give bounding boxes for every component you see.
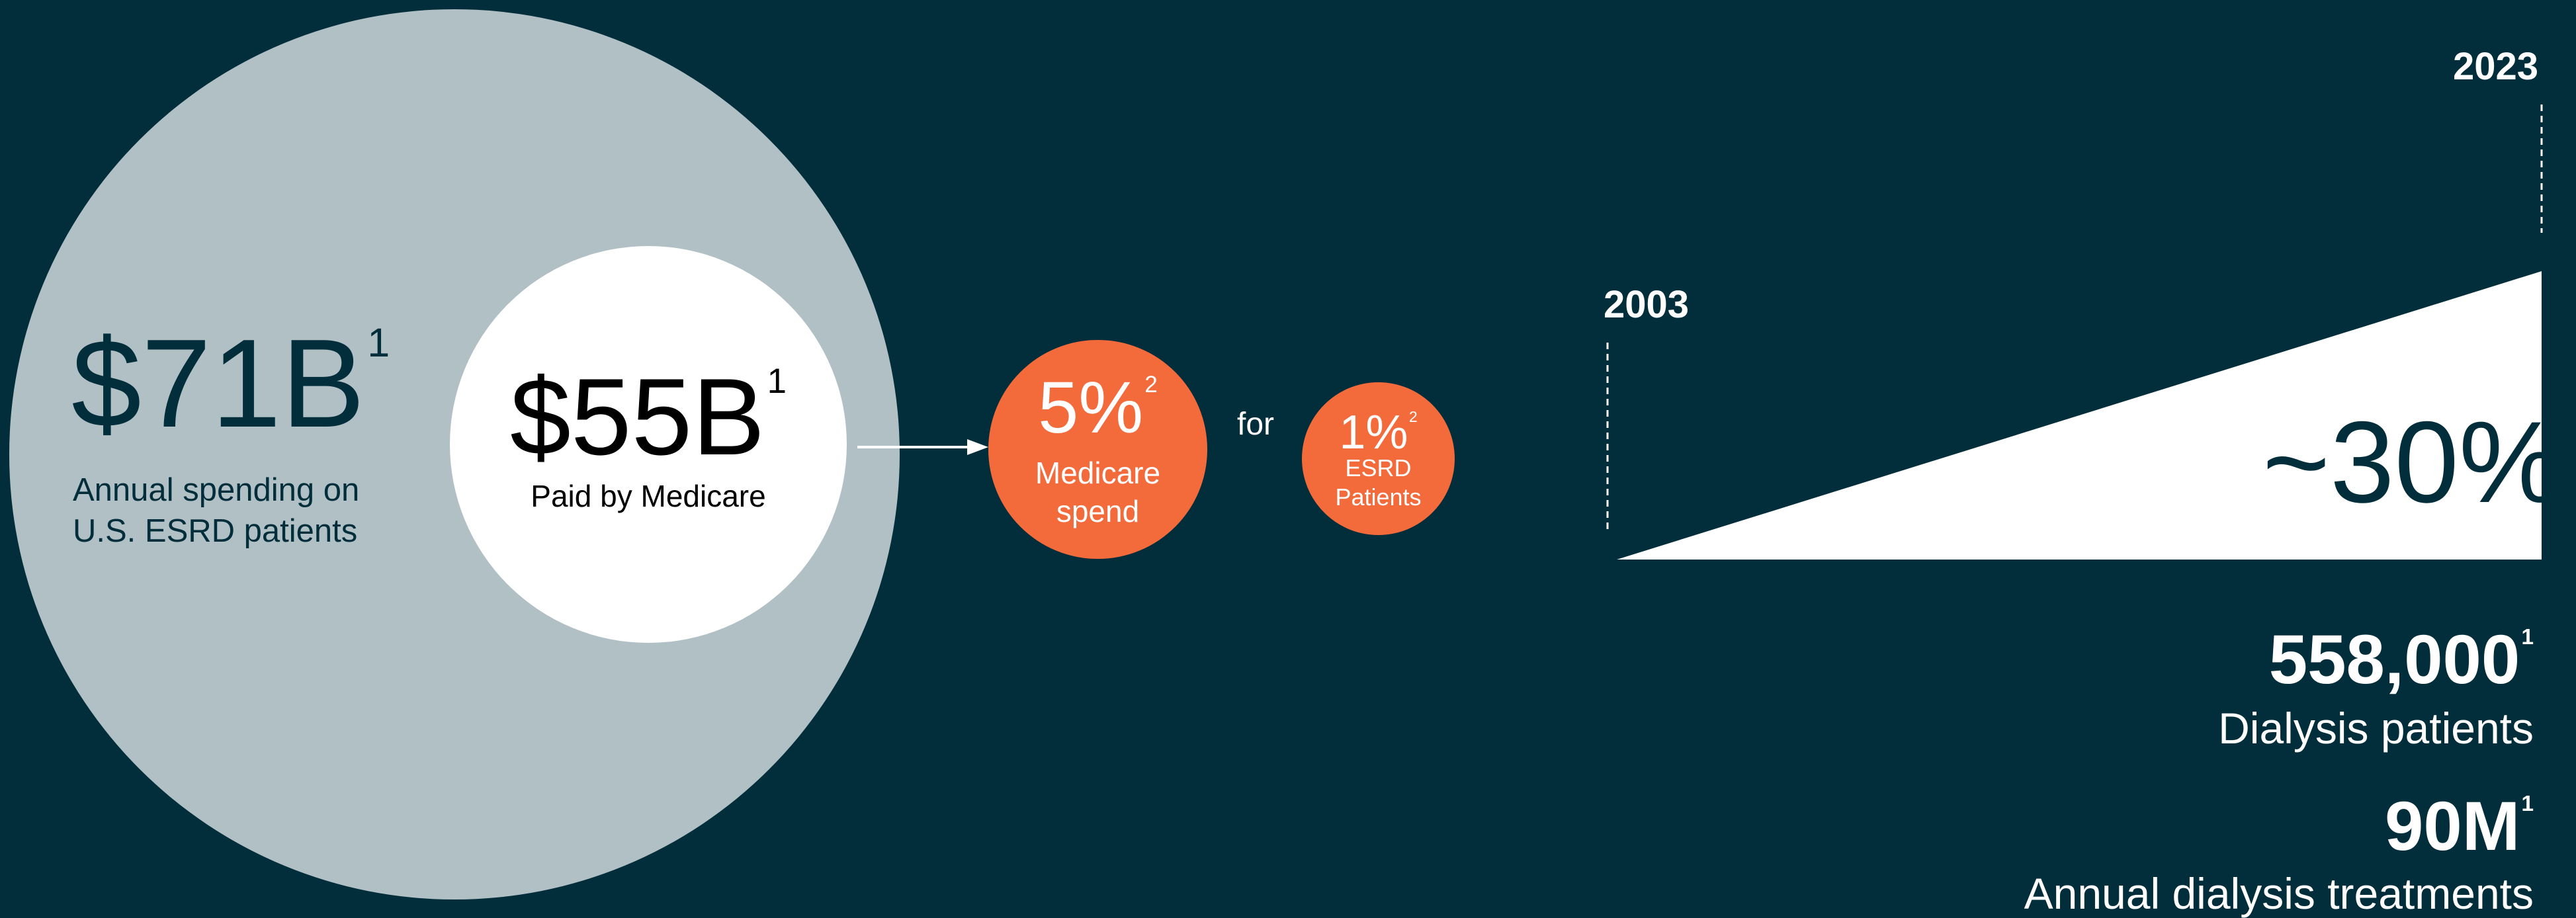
medicare-spend-caption-line1: Medicare: [1035, 456, 1161, 490]
dialysis-treatments-label: Annual dialysis treatments: [2024, 869, 2534, 918]
dialysis-treatments-amount: 90M: [2385, 788, 2520, 865]
medicare-spending-footnote: 1: [767, 361, 787, 401]
esrd-patient-share-footnote: 2: [1408, 408, 1418, 426]
esrd-patient-share-amount: 1%: [1339, 406, 1408, 459]
medicare-spend-share-value: 5%2: [988, 372, 1207, 444]
medicare-spending-value: $55B1: [450, 362, 847, 472]
dialysis-treatments-footnote: 1: [2521, 791, 2534, 816]
medicare-spend-share-amount: 5%: [1038, 367, 1144, 448]
esrd-patient-share-caption: ESRD Patients: [1302, 454, 1455, 512]
start-year-label: 2003: [1604, 283, 1690, 326]
dialysis-patients-amount: 558,000: [2268, 621, 2520, 698]
growth-percentage: ~30%1: [2262, 405, 2576, 521]
dialysis-patients-label: Dialysis patients: [2218, 704, 2534, 753]
growth-percentage-amount: ~30%: [2262, 398, 2562, 527]
total-spending-amount: $71B: [71, 313, 365, 454]
total-spending-value: $71B1: [71, 321, 390, 446]
end-year-label: 2023: [2453, 45, 2539, 88]
esrd-patient-share-circle: 1%2 ESRD Patients: [1302, 382, 1455, 535]
dialysis-patients-value: 558,0001: [2269, 625, 2534, 694]
medicare-spending-caption: Paid by Medicare: [531, 479, 766, 513]
esrd-caption-line1: ESRD: [1345, 454, 1412, 481]
total-spending-caption-line1: Annual spending on: [73, 472, 360, 508]
medicare-spend-share-circle: 5%2 Medicare spend: [988, 340, 1207, 559]
total-spending-footnote: 1: [367, 320, 390, 366]
esrd-caption-line2: Patients: [1335, 483, 1422, 511]
arrow-right-icon: [857, 439, 988, 455]
medicare-spend-caption-line2: spend: [1056, 494, 1140, 528]
total-spending-caption-line2: U.S. ESRD patients: [73, 513, 358, 549]
medicare-spend-share-caption: Medicare spend: [988, 454, 1207, 530]
growth-triangle: [1617, 271, 2542, 560]
connector-text: for: [1237, 407, 1275, 442]
total-spending-caption: Annual spending on U.S. ESRD patients: [73, 470, 359, 552]
dialysis-patients-footnote: 1: [2521, 624, 2534, 649]
dialysis-treatments-value: 90M1: [2385, 792, 2534, 861]
esrd-patient-share-value: 1%2: [1302, 409, 1455, 456]
medicare-spend-share-footnote: 2: [1144, 371, 1158, 397]
medicare-spending-circle: [450, 246, 847, 643]
growth-percentage-footnote: 1: [2563, 403, 2576, 446]
medicare-spending-amount: $55B: [510, 356, 765, 478]
